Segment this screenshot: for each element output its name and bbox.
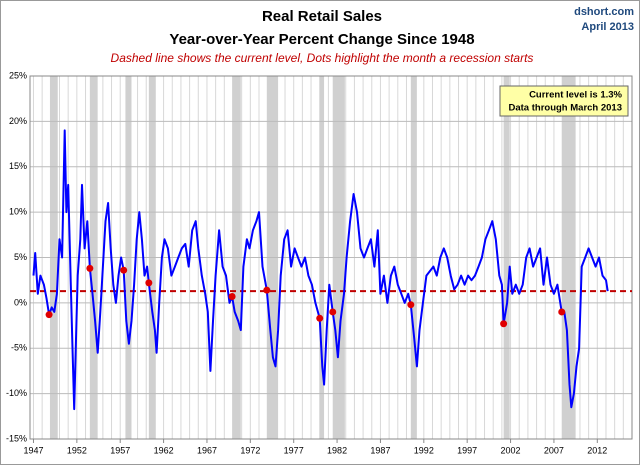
x-tick-label: 1952 — [67, 445, 87, 455]
x-tick-label: 1992 — [414, 445, 434, 455]
x-tick-label: 1982 — [327, 445, 347, 455]
recession-dot — [228, 293, 236, 301]
y-tick-label: 5% — [14, 252, 27, 262]
x-tick-label: 1972 — [240, 445, 260, 455]
recession-dot — [316, 314, 324, 322]
y-tick-label: 20% — [9, 116, 27, 126]
annotation-text: Current level is 1.3% — [529, 90, 622, 101]
recession-dot — [145, 279, 153, 287]
recession-dot — [500, 320, 508, 328]
y-tick-label: -15% — [6, 433, 27, 443]
data-line — [32, 129, 609, 411]
annotation-text: Data through March 2013 — [509, 103, 623, 114]
annotation-box — [499, 85, 629, 117]
x-tick-label: 1957 — [110, 445, 130, 455]
y-tick-label: 0% — [14, 297, 27, 307]
y-tick-label: -5% — [11, 343, 27, 353]
y-tick-label: 15% — [9, 161, 27, 171]
chart-subtitle: Year-over-Year Percent Change Since 1948 — [169, 31, 474, 48]
source: dshort.com — [574, 6, 634, 18]
y-tick-label: 10% — [9, 207, 27, 217]
recession-dot — [86, 264, 94, 272]
x-tick-label: 2007 — [544, 445, 564, 455]
recession-dot — [120, 266, 128, 274]
y-tick-label: 25% — [9, 70, 27, 80]
plot-border — [29, 75, 633, 440]
chart-note: Dashed line shows the current level, Dot… — [111, 51, 534, 65]
x-tick-label: 1977 — [284, 445, 304, 455]
x-tick-label: 1987 — [370, 445, 390, 455]
recession-dot — [407, 301, 415, 309]
chart-title: Real Retail Sales — [262, 8, 382, 25]
date: April 2013 — [581, 21, 634, 33]
recession-dot — [45, 311, 53, 319]
x-tick-label: 1967 — [197, 445, 217, 455]
x-tick-label: 1947 — [23, 445, 43, 455]
y-tick-label: -10% — [6, 388, 27, 398]
x-tick-label: 1997 — [457, 445, 477, 455]
recession-dot — [329, 308, 337, 316]
recession-dot — [263, 286, 271, 294]
x-tick-label: 2012 — [587, 445, 607, 455]
recession-dot — [558, 308, 566, 316]
x-tick-label: 1962 — [154, 445, 174, 455]
x-tick-label: 2002 — [501, 445, 521, 455]
